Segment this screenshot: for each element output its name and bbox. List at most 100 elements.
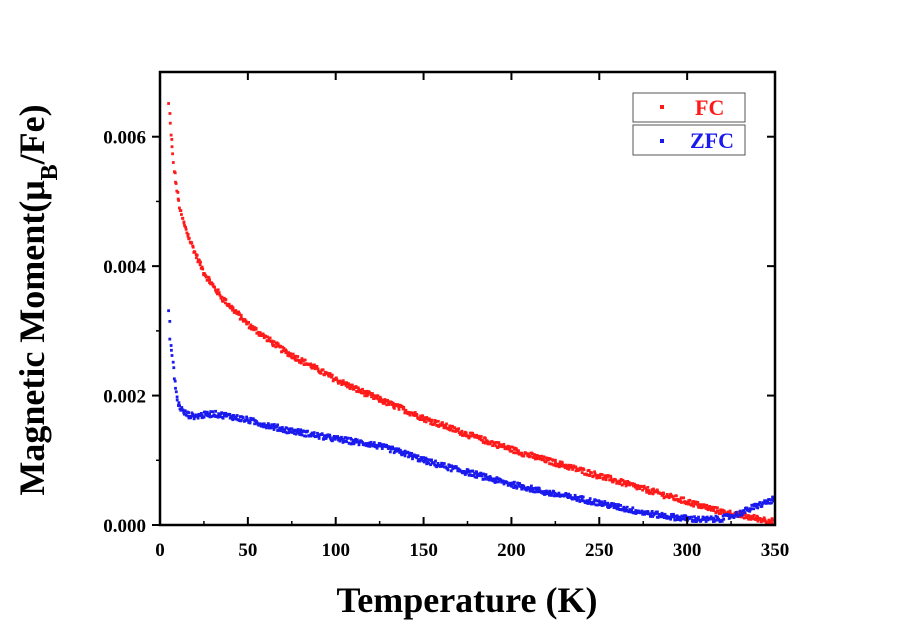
data-point: [603, 500, 607, 503]
data-point: [705, 503, 709, 507]
data-point: [216, 288, 220, 292]
data-point: [753, 504, 757, 507]
data-point: [484, 473, 488, 477]
data-point: [771, 518, 775, 522]
data-point: [215, 290, 218, 294]
data-point: [518, 482, 522, 486]
data-point: [756, 506, 760, 510]
data-point: [471, 469, 474, 473]
data-point: [606, 501, 610, 505]
data-point: [344, 384, 348, 387]
data-point: [490, 477, 494, 481]
data-point: [692, 504, 695, 508]
data-point: [322, 434, 326, 438]
data-point: [245, 417, 249, 421]
data-point: [449, 469, 453, 473]
data-point: [434, 459, 437, 463]
data-point: [333, 437, 337, 441]
y-axis-title-subscript: B: [37, 164, 63, 180]
data-point: [672, 512, 675, 516]
data-point: [422, 456, 426, 459]
data-point: [749, 515, 753, 519]
data-point: [231, 308, 234, 312]
data-point: [208, 412, 211, 416]
data-point: [316, 431, 319, 435]
data-point: [495, 480, 499, 484]
data-point: [536, 488, 539, 491]
data-point: [403, 454, 407, 458]
data-point: [205, 275, 208, 279]
data-point: [761, 501, 765, 504]
data-point: [569, 494, 572, 497]
data-point: [336, 379, 340, 383]
data-point: [201, 267, 205, 271]
data-point: [392, 447, 396, 451]
data-point: [291, 431, 294, 434]
data-point: [386, 400, 390, 403]
data-point: [515, 485, 519, 489]
data-point: [340, 438, 344, 441]
data-point: [728, 509, 732, 513]
data-point: [592, 502, 596, 506]
data-point: [457, 427, 460, 431]
data-point: [365, 444, 369, 448]
data-point: [491, 444, 494, 447]
data-point: [420, 456, 424, 460]
data-point: [481, 438, 484, 442]
data-point: [733, 514, 737, 518]
data-point: [517, 449, 520, 453]
data-point: [542, 458, 546, 462]
data-point: [536, 490, 539, 494]
data-point: [176, 191, 180, 194]
data-point: [475, 476, 479, 479]
data-point: [676, 498, 680, 501]
data-point: [315, 365, 319, 368]
data-point: [269, 426, 273, 430]
data-point: [245, 415, 248, 419]
data-point: [574, 469, 578, 473]
data-point: [615, 507, 619, 511]
data-point: [747, 514, 751, 518]
data-point: [505, 447, 509, 451]
data-point: [634, 509, 638, 512]
data-point: [410, 452, 414, 455]
data-point: [558, 460, 562, 464]
data-point: [704, 520, 708, 523]
data-point: [383, 398, 387, 401]
data-point: [196, 416, 200, 420]
data-point: [344, 436, 348, 440]
data-point: [701, 503, 704, 507]
data-point: [302, 363, 306, 366]
data-point: [695, 520, 698, 523]
data-point: [189, 415, 193, 418]
data-point: [336, 435, 339, 438]
data-point: [692, 500, 696, 503]
data-point: [530, 484, 533, 488]
data-point: [363, 394, 367, 398]
data-point: [650, 510, 654, 513]
data-point: [387, 445, 390, 448]
data-point: [210, 414, 214, 418]
data-point: [713, 506, 717, 509]
data-point: [324, 437, 328, 440]
data-point: [588, 497, 592, 500]
data-point: [296, 355, 300, 358]
data-point: [723, 509, 726, 513]
data-point: [684, 518, 688, 522]
data-point: [709, 506, 712, 510]
data-point: [654, 512, 658, 515]
data-point: [604, 475, 607, 479]
data-point: [231, 306, 235, 310]
data-point: [271, 342, 274, 346]
data-point: [261, 332, 265, 336]
data-point: [748, 509, 752, 513]
data-point: [716, 506, 719, 510]
data-point: [230, 415, 233, 419]
data-point: [301, 429, 305, 433]
data-point: [436, 462, 440, 465]
data-point: [552, 490, 556, 493]
data-point: [205, 410, 209, 414]
data-point: [287, 354, 291, 358]
x-tick-label: 200: [497, 540, 526, 561]
data-point: [480, 472, 484, 476]
